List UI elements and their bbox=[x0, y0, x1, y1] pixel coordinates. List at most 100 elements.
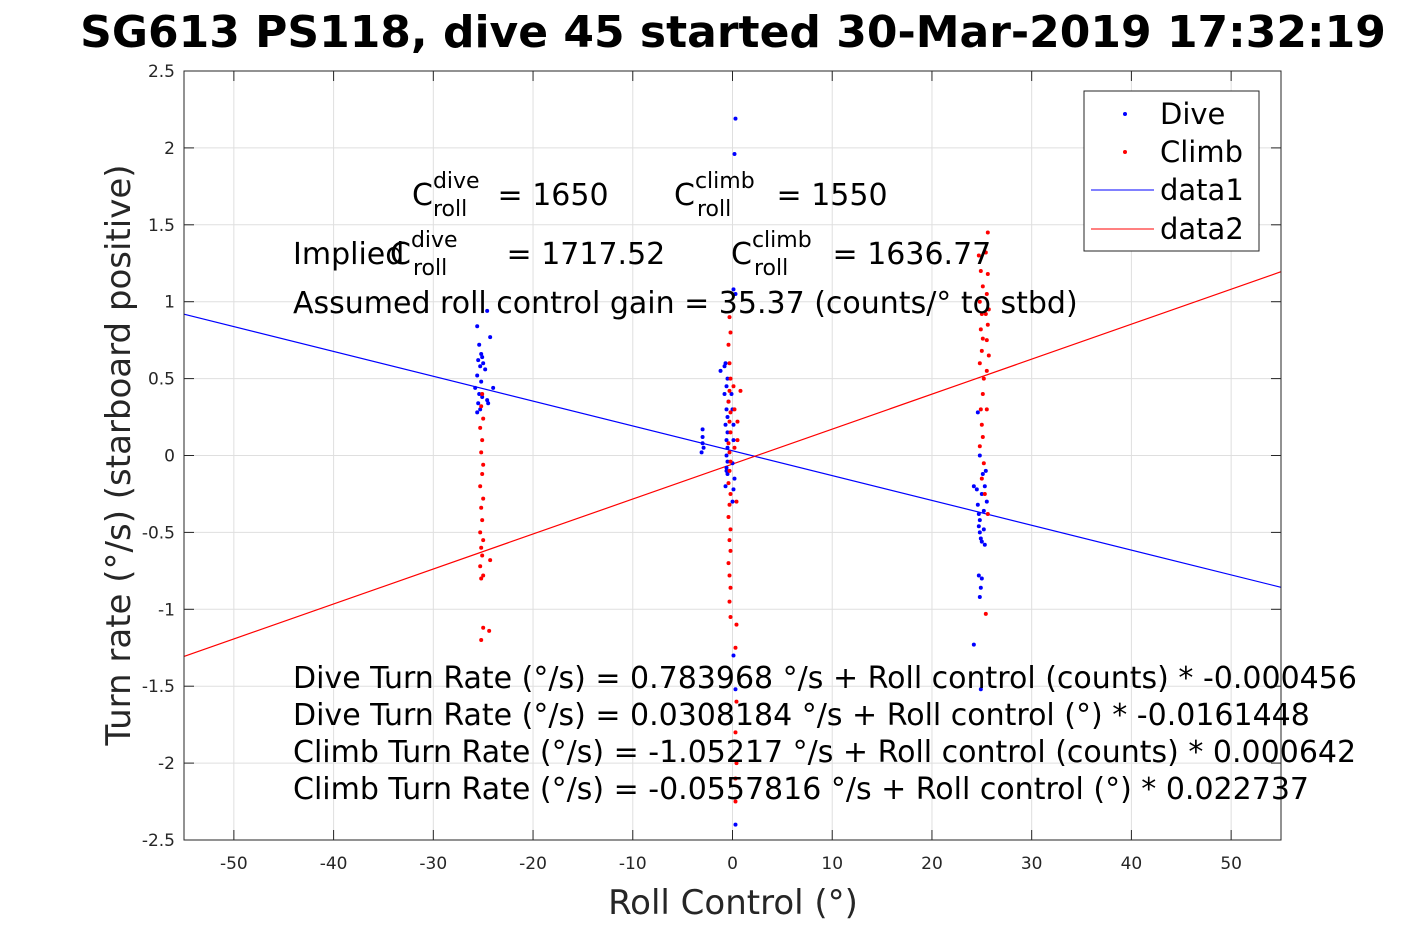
climb-point bbox=[738, 388, 743, 393]
climb-point bbox=[977, 299, 982, 304]
climb-point bbox=[732, 445, 737, 450]
climb-point bbox=[733, 776, 738, 781]
climb-point bbox=[479, 576, 484, 581]
climb-point bbox=[479, 404, 484, 409]
climb-point bbox=[728, 491, 733, 496]
climb-point bbox=[727, 315, 732, 320]
climb-point bbox=[986, 353, 991, 358]
dive-point bbox=[978, 585, 983, 590]
climb-point bbox=[732, 407, 737, 412]
dive-point bbox=[699, 450, 704, 455]
climb-point bbox=[733, 645, 738, 650]
climb-point bbox=[727, 419, 732, 424]
x-tick-label: -10 bbox=[619, 854, 647, 874]
climb-point bbox=[479, 505, 484, 510]
dive-point bbox=[483, 367, 488, 372]
climb-point bbox=[480, 518, 485, 523]
climb-point bbox=[983, 611, 988, 616]
dive-point bbox=[725, 376, 730, 381]
x-tick-label: 10 bbox=[821, 854, 843, 874]
dive-point bbox=[724, 384, 729, 389]
dive-point bbox=[480, 355, 485, 360]
climb-point bbox=[726, 441, 731, 446]
climb-point bbox=[982, 491, 987, 496]
climb-point bbox=[481, 496, 486, 501]
climb-point bbox=[479, 545, 484, 550]
climb-point bbox=[479, 638, 484, 643]
dive-point bbox=[486, 401, 491, 406]
dive-point bbox=[477, 342, 482, 347]
c-roll-dive-annotation: Cdive roll = 1650 bbox=[412, 169, 609, 222]
dive-point bbox=[981, 508, 986, 513]
climb-point bbox=[734, 622, 739, 627]
implied-dive-base: C bbox=[390, 237, 411, 272]
climb-point bbox=[984, 407, 989, 412]
climb-point bbox=[481, 416, 486, 421]
dive-point bbox=[731, 487, 736, 492]
dive-point bbox=[479, 379, 484, 384]
dive-point bbox=[977, 594, 982, 599]
climb-point bbox=[984, 368, 989, 373]
climb-point bbox=[480, 471, 485, 476]
legend-box bbox=[1083, 90, 1260, 252]
climb-point bbox=[980, 336, 985, 341]
implied-prefix: Implied bbox=[293, 237, 414, 272]
climb-point bbox=[726, 399, 731, 404]
y-axis-label: Turn rate (°/s) (starboard positive) bbox=[99, 164, 139, 746]
c-roll-dive-base: C bbox=[412, 178, 433, 213]
dive-point bbox=[731, 287, 736, 292]
dive-point bbox=[725, 415, 730, 420]
dive-point bbox=[700, 427, 705, 432]
c-roll-climb-sub: roll bbox=[697, 197, 731, 222]
climb-point bbox=[976, 253, 981, 258]
dive-point bbox=[724, 468, 729, 473]
x-tick-label: 20 bbox=[921, 854, 943, 874]
dive-point bbox=[725, 430, 730, 435]
x-tick-label: 40 bbox=[1121, 854, 1143, 874]
x-tick-label: 50 bbox=[1220, 854, 1242, 874]
dive-point bbox=[478, 407, 483, 412]
climb-point bbox=[481, 573, 486, 578]
dive-point bbox=[978, 536, 983, 541]
climb-point bbox=[983, 312, 988, 317]
dive-point bbox=[977, 530, 982, 535]
climb-point bbox=[728, 585, 733, 590]
climb-point bbox=[480, 438, 485, 443]
equation-line: Dive Turn Rate (°/s) = 0.783968 °/s + Ro… bbox=[293, 661, 1357, 696]
dive-point bbox=[731, 422, 736, 427]
dive-point bbox=[976, 573, 981, 578]
climb-point bbox=[980, 435, 985, 440]
climb-point bbox=[487, 628, 492, 633]
dive-point bbox=[485, 308, 490, 313]
dive-point bbox=[476, 358, 481, 363]
climb-point bbox=[981, 461, 986, 466]
climb-point bbox=[727, 599, 732, 604]
climb-point bbox=[978, 327, 983, 332]
dive-point bbox=[475, 324, 480, 329]
dive-point bbox=[477, 391, 482, 396]
implied-climb-annotation: Cclimb roll = 1636.77 bbox=[731, 228, 991, 281]
climb-point bbox=[984, 292, 989, 297]
climb-point bbox=[979, 422, 984, 427]
c-roll-dive-sup: dive bbox=[433, 169, 480, 194]
x-tick-label: 0 bbox=[727, 854, 738, 874]
dive-point bbox=[700, 435, 705, 440]
dive-point bbox=[733, 116, 738, 121]
dive-point bbox=[731, 438, 736, 443]
legend-data2-label: data2 bbox=[1160, 212, 1244, 246]
equation-line: Dive Turn Rate (°/s) = 0.0308184 °/s + R… bbox=[293, 698, 1310, 733]
climb-point bbox=[480, 553, 485, 558]
legend-dive-marker bbox=[1123, 112, 1127, 116]
implied-climb-base: C bbox=[731, 237, 752, 272]
dive-point bbox=[982, 484, 987, 489]
x-axis-label: Roll Control (°) bbox=[608, 883, 858, 923]
dive-point bbox=[481, 361, 486, 366]
implied-dive-sup: dive bbox=[411, 228, 458, 253]
y-tick-label: 2 bbox=[164, 139, 175, 159]
climb-point bbox=[981, 376, 986, 381]
climb-point bbox=[727, 468, 732, 473]
climb-point bbox=[978, 268, 983, 273]
climb-point bbox=[478, 484, 483, 489]
climb-point bbox=[731, 384, 736, 389]
